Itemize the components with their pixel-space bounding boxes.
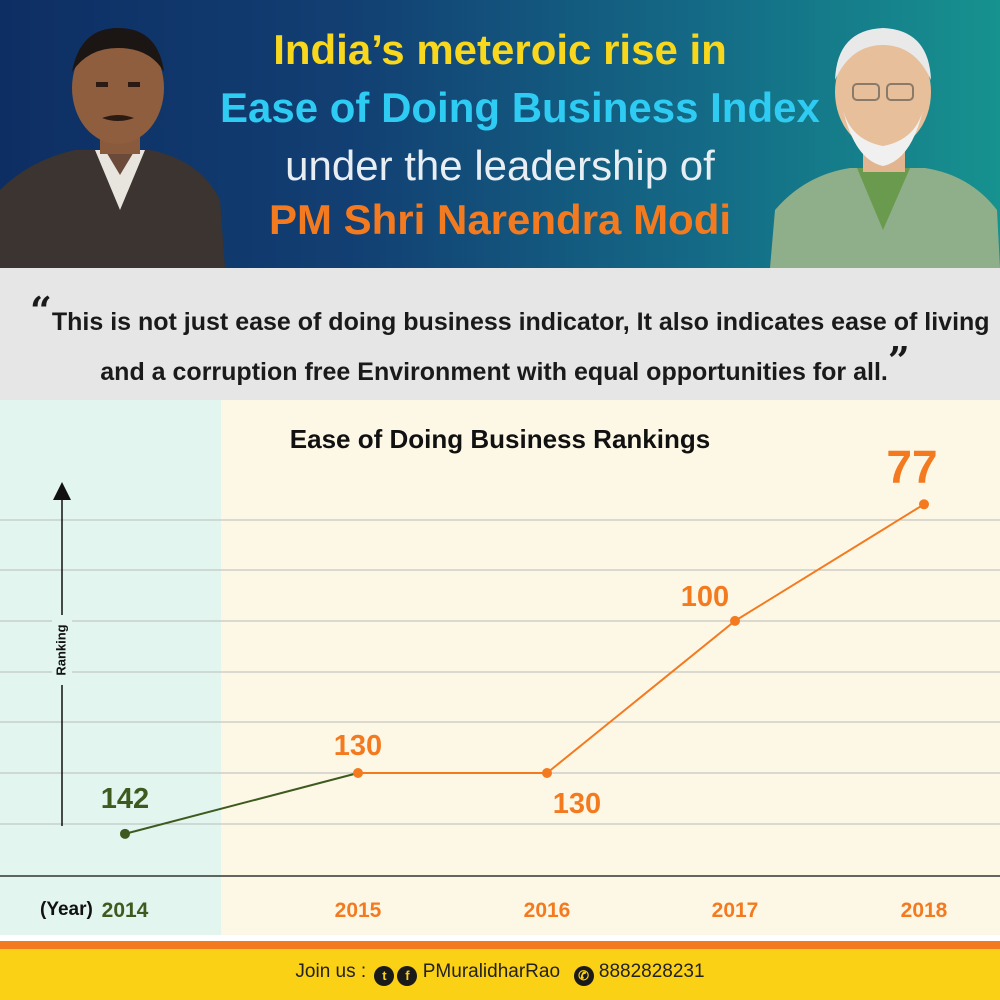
data-point xyxy=(120,828,130,839)
x-tick-label: 2018 xyxy=(901,899,948,922)
series-segment xyxy=(546,620,736,774)
data-point xyxy=(730,615,740,626)
grid-lines xyxy=(0,519,1000,825)
join-label: Join us xyxy=(295,961,356,982)
close-quote-mark: ” xyxy=(887,338,910,383)
facebook-icon[interactable]: f xyxy=(397,966,418,986)
header-banner: India’s meteroic rise in Ease of Doing B… xyxy=(0,0,1000,268)
data-point xyxy=(919,499,929,510)
y-axis-arrowhead xyxy=(53,482,71,500)
quote-line-2: and a corruption free Environment with e… xyxy=(30,338,980,389)
whatsapp-icon[interactable]: ✆ xyxy=(573,966,594,986)
y-axis-label: Ranking xyxy=(53,624,68,675)
quote-text-2: and a corruption free Environment with e… xyxy=(100,358,888,386)
y-axis-label-bg xyxy=(52,615,72,685)
quote-text-1: This is not just ease of doing business … xyxy=(51,308,990,336)
data-point xyxy=(542,768,552,778)
headline-line-2: Ease of Doing Business Index xyxy=(220,84,820,131)
headline-line-1: India’s meteroic rise in xyxy=(273,26,727,73)
chart-title: Ease of Doing Business Rankings xyxy=(289,424,711,454)
chart-area xyxy=(221,400,1000,935)
x-tick-label: 2014 xyxy=(102,899,149,922)
data-point xyxy=(353,768,363,778)
data-label: 130 xyxy=(334,730,382,762)
headline-line-4: PM Shri Narendra Modi xyxy=(268,196,732,243)
x-axis-prefix: (Year) xyxy=(40,899,93,920)
social-handle[interactable]: PMuralidharRao xyxy=(422,961,561,982)
right-portrait xyxy=(770,28,1000,268)
headline-line-3: under the leadership of xyxy=(285,142,715,189)
quote-line-1: “This is not just ease of doing business… xyxy=(30,288,990,339)
series-segment xyxy=(734,503,925,622)
left-portrait xyxy=(0,28,225,268)
data-label: 77 xyxy=(886,440,937,492)
open-quote-mark: “ xyxy=(30,288,52,333)
series-segment xyxy=(124,772,359,835)
data-label: 142 xyxy=(101,783,149,815)
join-separator: : xyxy=(360,961,367,982)
x-tick-label: 2015 xyxy=(335,899,382,922)
quote-band: “This is not just ease of doing business… xyxy=(0,268,1000,400)
twitter-icon[interactable]: t xyxy=(374,966,395,986)
data-label: 130 xyxy=(553,788,601,820)
phone-number[interactable]: 8882828231 xyxy=(598,961,705,982)
x-tick-label: 2016 xyxy=(524,899,571,922)
footer-divider xyxy=(0,941,1000,949)
x-tick-label: 2017 xyxy=(712,899,759,922)
chart-highlight-2014 xyxy=(0,400,221,935)
data-label: 100 xyxy=(681,581,729,613)
